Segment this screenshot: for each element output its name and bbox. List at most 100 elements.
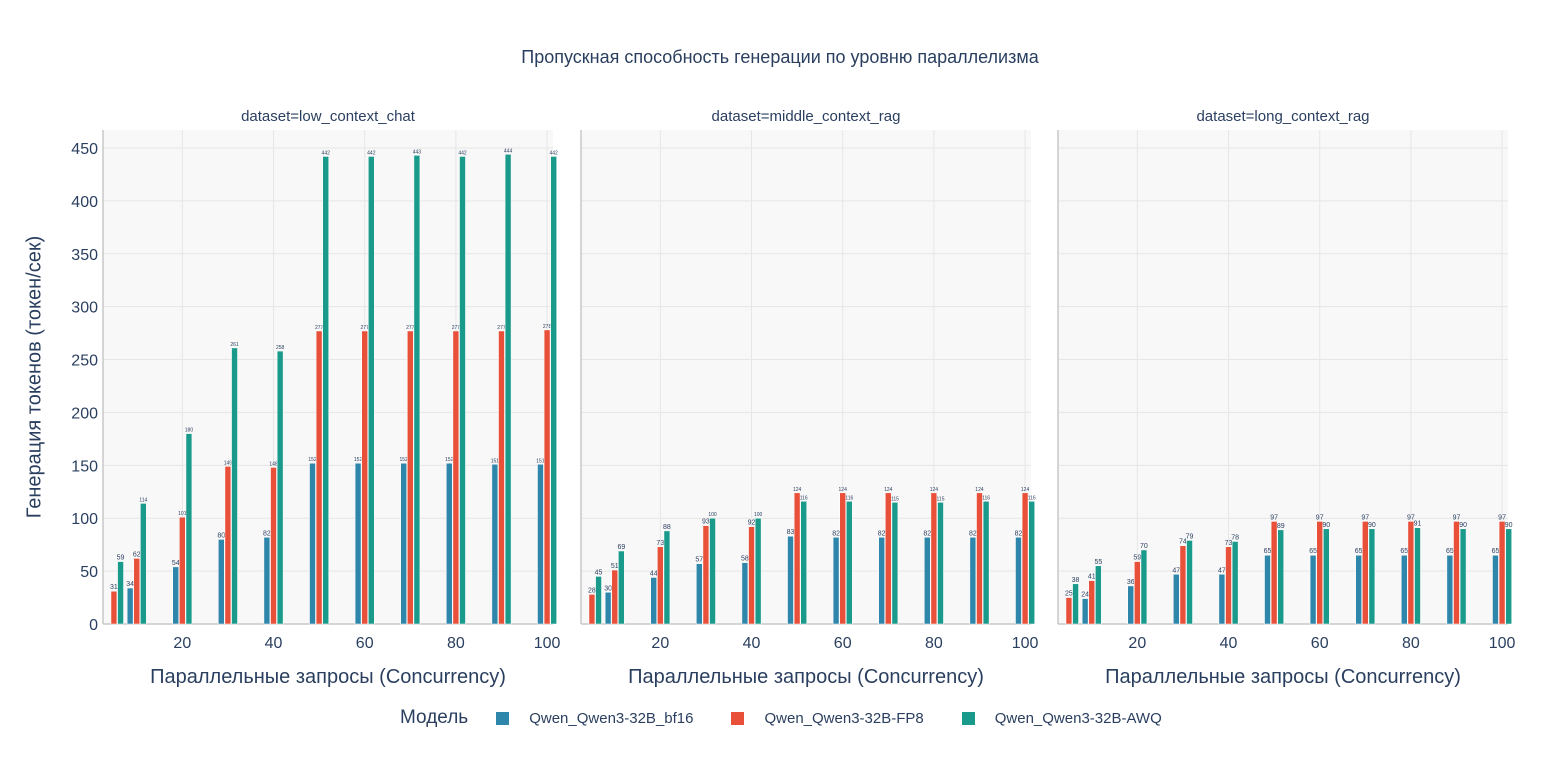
bar-Qwen_Qwen3-32B_bf16 bbox=[1015, 537, 1022, 625]
bar-data-label: 59 bbox=[1133, 555, 1141, 562]
x-tick-label: 20 bbox=[1128, 635, 1146, 652]
x-axis-title-1: Параллельные запросы (Concurrency) bbox=[150, 666, 506, 688]
bar-Qwen_Qwen3-32B-FP8 bbox=[133, 558, 140, 625]
bar-data-label: 93 bbox=[702, 519, 710, 526]
bar-data-label: 24 bbox=[1081, 592, 1089, 599]
bar-data-label: 116 bbox=[982, 495, 990, 501]
bar-Qwen_Qwen3-32B_bf16 bbox=[491, 464, 499, 625]
bar-Qwen_Qwen3-32B-AWQ bbox=[1459, 528, 1467, 625]
bar-Qwen_Qwen3-32B_bf16 bbox=[1446, 554, 1454, 625]
bar-Qwen_Qwen3-32B-AWQ bbox=[1231, 541, 1239, 625]
bar-Qwen_Qwen3-32B-FP8 bbox=[588, 594, 596, 625]
bar-data-label: 80 bbox=[217, 532, 225, 539]
bar-data-label: 149 bbox=[224, 460, 233, 466]
bar-data-label: 58 bbox=[741, 556, 749, 563]
bar-Qwen_Qwen3-32B_bf16 bbox=[1309, 554, 1317, 625]
bar-data-label: 277 bbox=[452, 325, 461, 331]
bar-Qwen_Qwen3-32B_bf16 bbox=[126, 587, 134, 625]
bar-Qwen_Qwen3-32B_bf16 bbox=[1492, 554, 1499, 625]
bar-Qwen_Qwen3-32B-AWQ bbox=[1323, 528, 1330, 625]
bar-Qwen_Qwen3-32B-FP8 bbox=[498, 330, 505, 625]
bar-Qwen_Qwen3-32B-FP8 bbox=[452, 330, 460, 625]
bar-data-label: 82 bbox=[878, 530, 886, 537]
bar-Qwen_Qwen3-32B-AWQ bbox=[618, 550, 625, 625]
bar-data-label: 78 bbox=[1231, 534, 1239, 541]
bar-Qwen_Qwen3-32B-AWQ bbox=[413, 155, 421, 625]
bar-Qwen_Qwen3-32B-AWQ bbox=[846, 501, 853, 625]
bar-Qwen_Qwen3-32B-AWQ bbox=[1140, 549, 1148, 625]
bar-data-label: 444 bbox=[504, 148, 513, 154]
bar-data-label: 65 bbox=[1355, 548, 1363, 555]
facet-title-3: dataset=long_context_rag bbox=[1196, 108, 1370, 125]
legend-item-fp8[interactable]: Qwen_Qwen3-32B-FP8 bbox=[731, 710, 924, 727]
bar-Qwen_Qwen3-32B_bf16 bbox=[604, 592, 612, 625]
bar-data-label: 90 bbox=[1459, 522, 1467, 529]
bar-Qwen_Qwen3-32B-AWQ bbox=[459, 156, 466, 625]
x-tick-label: 80 bbox=[1402, 635, 1420, 652]
x-tick-label: 60 bbox=[1311, 635, 1329, 652]
bar-data-label: 47 bbox=[1218, 567, 1226, 574]
bar-data-label: 82 bbox=[832, 530, 840, 537]
legend-label: Qwen_Qwen3-32B_bf16 bbox=[529, 709, 694, 727]
bar-Qwen_Qwen3-32B_bf16 bbox=[832, 537, 840, 625]
bar-data-label: 277 bbox=[406, 325, 415, 331]
bar-data-label: 114 bbox=[139, 497, 147, 503]
bar-data-label: 47 bbox=[1172, 567, 1180, 574]
bar-Qwen_Qwen3-32B-FP8 bbox=[1179, 545, 1187, 625]
bar-Qwen_Qwen3-32B-AWQ bbox=[982, 501, 990, 625]
bar-Qwen_Qwen3-32B-AWQ bbox=[550, 156, 557, 625]
bar-data-label: 38 bbox=[1072, 577, 1080, 584]
bar-data-label: 116 bbox=[1028, 495, 1036, 501]
facet-title-1: dataset=low_context_chat bbox=[241, 108, 415, 125]
bar-Qwen_Qwen3-32B_bf16 bbox=[741, 562, 749, 625]
bar-Qwen_Qwen3-32B-FP8 bbox=[407, 330, 414, 625]
bar-data-label: 73 bbox=[1225, 540, 1233, 547]
bar-data-label: 90 bbox=[1322, 522, 1330, 529]
bar-Qwen_Qwen3-32B-FP8 bbox=[1316, 521, 1323, 625]
bar-Qwen_Qwen3-32B-AWQ bbox=[1095, 565, 1102, 625]
bar-data-label: 28 bbox=[588, 587, 596, 594]
x-tick-label: 60 bbox=[356, 635, 374, 652]
y-tick-label: 250 bbox=[71, 353, 98, 370]
chart-title: Пропускная способность генерации по уров… bbox=[521, 47, 1039, 67]
bar-data-label: 442 bbox=[550, 150, 559, 156]
bar-Qwen_Qwen3-32B-FP8 bbox=[1498, 521, 1506, 625]
x-tick-label: 100 bbox=[1489, 635, 1516, 652]
bar-Qwen_Qwen3-32B-AWQ bbox=[663, 530, 671, 625]
bar-Qwen_Qwen3-32B_bf16 bbox=[1401, 554, 1408, 625]
bar-Qwen_Qwen3-32B-AWQ bbox=[891, 502, 899, 625]
x-tick-label: 80 bbox=[925, 635, 943, 652]
bar-data-label: 36 bbox=[1127, 579, 1135, 586]
bar-Qwen_Qwen3-32B_bf16 bbox=[696, 563, 703, 625]
bar-data-label: 45 bbox=[595, 569, 603, 576]
bar-data-label: 34 bbox=[126, 581, 134, 588]
bar-Qwen_Qwen3-32B-AWQ bbox=[140, 503, 147, 625]
bar-Qwen_Qwen3-32B-FP8 bbox=[179, 516, 186, 625]
bar-data-label: 124 bbox=[1021, 487, 1030, 493]
bar-Qwen_Qwen3-32B-AWQ bbox=[754, 517, 762, 625]
bar-data-label: 65 bbox=[1264, 548, 1272, 555]
bar-data-label: 115 bbox=[937, 496, 945, 502]
bar-Qwen_Qwen3-32B-FP8 bbox=[930, 492, 938, 625]
legend-item-bf16[interactable]: Qwen_Qwen3-32B_bf16 bbox=[496, 710, 693, 727]
bar-Qwen_Qwen3-32B_bf16 bbox=[537, 464, 544, 625]
legend-title: Модель bbox=[400, 707, 469, 728]
bar-Qwen_Qwen3-32B-AWQ bbox=[1072, 583, 1079, 625]
bar-Qwen_Qwen3-32B-FP8 bbox=[270, 467, 277, 625]
bar-data-label: 97 bbox=[1316, 514, 1324, 521]
bar-data-label: 277 bbox=[497, 325, 506, 331]
y-tick-label: 450 bbox=[71, 141, 98, 158]
bar-data-label: 73 bbox=[656, 540, 664, 547]
bar-data-label: 124 bbox=[839, 487, 848, 493]
x-axis-title-3: Параллельные запросы (Concurrency) bbox=[1105, 666, 1461, 688]
bar-Qwen_Qwen3-32B-FP8 bbox=[1407, 521, 1415, 625]
bar-data-label: 97 bbox=[1361, 514, 1369, 521]
bar-Qwen_Qwen3-32B_bf16 bbox=[1355, 554, 1362, 625]
x-tick-label: 80 bbox=[447, 635, 465, 652]
bar-data-label: 277 bbox=[315, 325, 324, 331]
bar-Qwen_Qwen3-32B_bf16 bbox=[1264, 554, 1271, 625]
legend-item-awq[interactable]: Qwen_Qwen3-32B-AWQ bbox=[961, 710, 1162, 727]
x-tick-label: 100 bbox=[1012, 635, 1039, 652]
bar-Qwen_Qwen3-32B_bf16 bbox=[263, 537, 271, 625]
bar-data-label: 442 bbox=[367, 150, 376, 156]
